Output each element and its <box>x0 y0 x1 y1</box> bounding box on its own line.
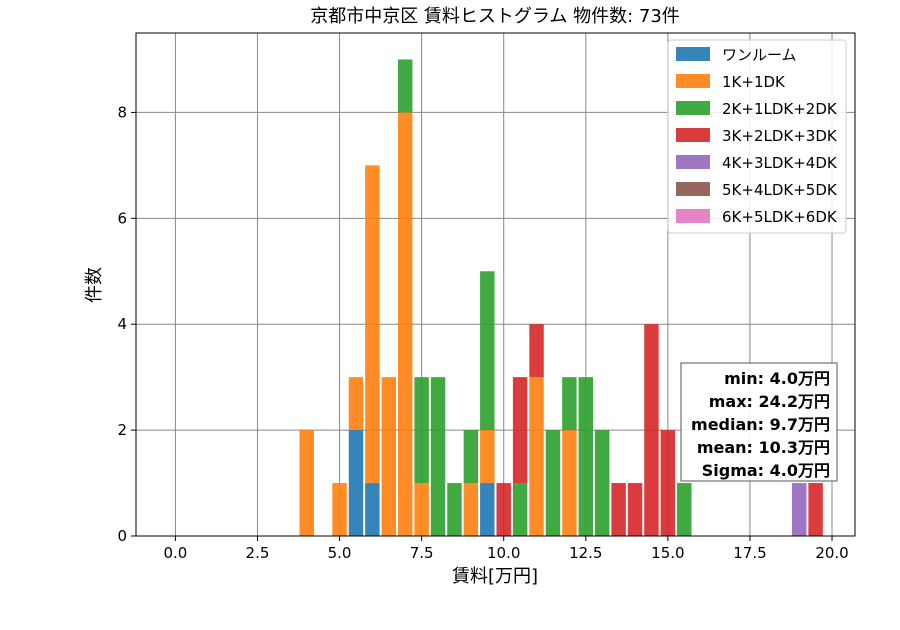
bar-4-6 <box>644 324 659 536</box>
bar-2-10 <box>529 377 544 536</box>
legend-label: 3K+2LDK+3DK <box>722 127 838 145</box>
bar-1-3 <box>480 483 495 536</box>
stats-box-frame <box>680 362 838 482</box>
bar-4-3 <box>529 324 544 378</box>
legend-swatch <box>676 47 710 61</box>
bar-1-2 <box>365 483 380 536</box>
bar-3-6 <box>480 271 495 431</box>
x-tick-label: 20.0 <box>815 544 848 562</box>
bar-3-2 <box>414 377 429 484</box>
stats-line: min: 4.0万円 <box>724 369 830 388</box>
bar-3-5 <box>463 430 479 484</box>
bar-2-7 <box>414 483 429 536</box>
bar-5-1 <box>791 483 807 536</box>
bar-2-2 <box>332 483 347 536</box>
bar-1-1 <box>348 430 364 536</box>
legend-swatch <box>676 101 710 115</box>
bar-2-3 <box>348 377 364 431</box>
x-tick-label: 0.0 <box>163 544 187 562</box>
y-tick-label: 6 <box>117 209 127 227</box>
bar-2-9 <box>480 430 495 484</box>
legend-label: 4K+3LDK+4DK <box>722 154 838 172</box>
plot-frame <box>135 32 856 537</box>
x-tick-label: 15.0 <box>651 544 684 562</box>
legend-label: 6K+5LDK+6DK <box>722 208 838 226</box>
y-tick-label: 8 <box>117 103 127 121</box>
legend-label: 1K+1DK <box>722 73 786 91</box>
legend-swatch <box>676 128 710 142</box>
bars-layer <box>299 59 823 536</box>
x-tick-label: 10.0 <box>487 544 520 562</box>
bar-4-4 <box>611 483 626 536</box>
bar-4-8 <box>808 483 823 536</box>
legend-label: ワンルーム <box>722 46 797 64</box>
legend-swatch <box>676 209 710 223</box>
bar-3-1 <box>397 59 413 113</box>
bar-3-12 <box>677 483 692 536</box>
bar-3-3 <box>430 377 446 536</box>
bar-3-10 <box>578 377 594 536</box>
bar-4-1 <box>496 483 511 536</box>
y-tick-label: 0 <box>117 527 127 545</box>
bar-3-7 <box>512 483 528 536</box>
stats-line: Sigma: 4.0万円 <box>702 461 830 480</box>
bar-3-4 <box>447 483 462 536</box>
legend-box <box>667 39 847 234</box>
legend-swatch <box>676 182 710 196</box>
x-tick-label: 7.5 <box>410 544 434 562</box>
legend-label: 2K+1LDK+2DK <box>722 100 838 118</box>
y-tick-label: 4 <box>117 315 127 333</box>
bar-4-7 <box>660 430 676 536</box>
bar-3-8 <box>545 430 561 536</box>
bar-4-5 <box>627 483 643 536</box>
stats-box: min: 4.0万円 max: 24.2万円 median: 9.7万円 mean: … <box>680 362 838 482</box>
ticks-layer: 0.0 2.5 5.0 7.5 10.0 12.5 15.0 17.5 20.0 0 2 4 6 8 <box>117 103 848 562</box>
bar-3-11 <box>594 430 610 536</box>
x-tick-label: 5.0 <box>328 544 352 562</box>
y-axis-label: 件数 <box>84 267 105 303</box>
legend-swatch <box>676 155 710 169</box>
stats-line: max: 24.2万円 <box>709 392 830 411</box>
bar-2-6 <box>397 112 413 536</box>
chart-title: 京都市中京区 賃料ヒストグラム 物件数: 73件 <box>310 6 680 27</box>
bar-4-2 <box>512 377 528 484</box>
x-axis-label: 賃料[万円] <box>452 566 538 587</box>
stats-line: median: 9.7万円 <box>691 415 830 434</box>
bar-2-11 <box>562 430 577 536</box>
bar-3-9 <box>562 377 577 431</box>
legend-label: 5K+4LDK+5DK <box>722 181 838 199</box>
stats-line: mean: 10.3万円 <box>697 438 830 457</box>
bar-2-1 <box>299 430 314 536</box>
bar-2-5 <box>381 377 397 536</box>
legend-swatch <box>676 74 710 88</box>
bar-2-4 <box>365 165 380 484</box>
x-tick-label: 2.5 <box>246 544 270 562</box>
x-tick-label: 12.5 <box>569 544 602 562</box>
legend: ワンルーム 1K+1DK 2K+1LDK+2DK 3K+2LDK+3DK 4K+3LDK… <box>667 39 847 234</box>
x-tick-label: 17.5 <box>733 544 766 562</box>
y-tick-label: 2 <box>117 421 127 439</box>
bar-2-8 <box>463 483 479 536</box>
